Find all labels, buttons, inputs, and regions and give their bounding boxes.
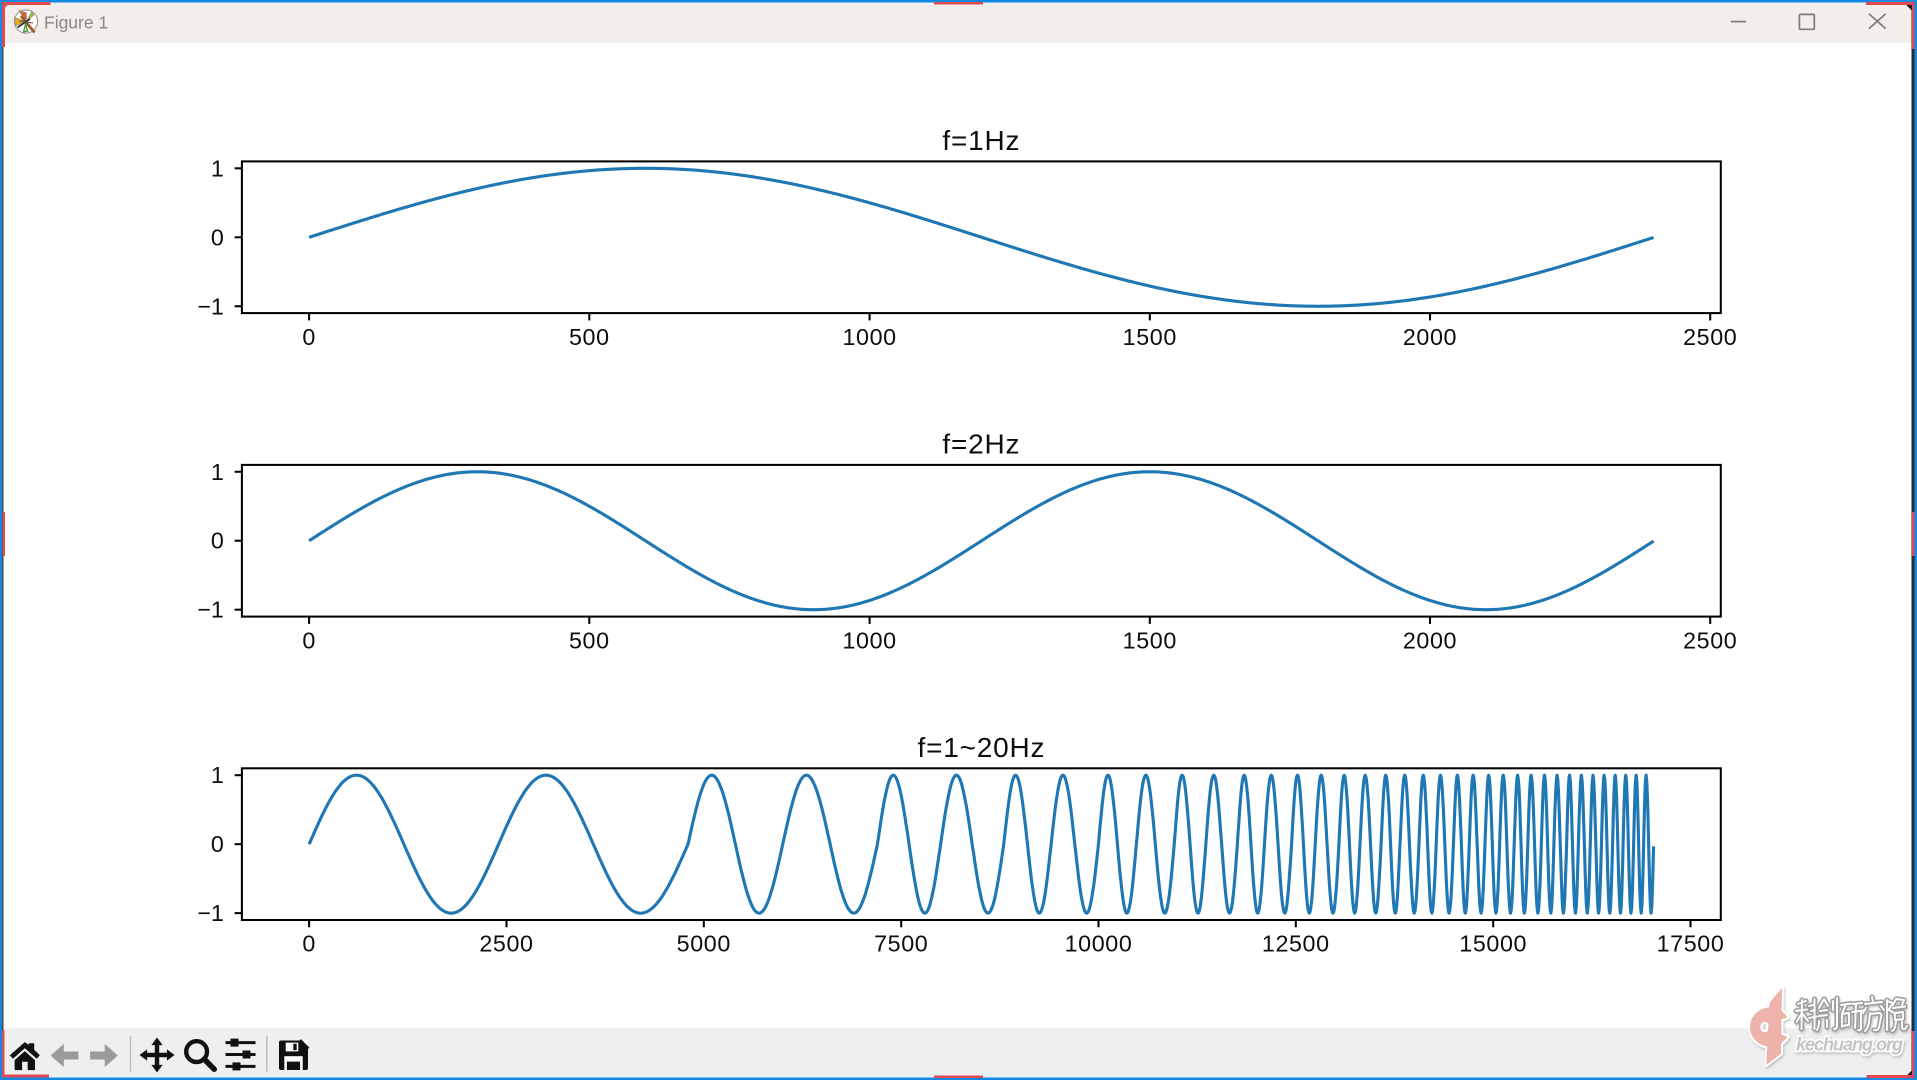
svg-text:1000: 1000 <box>842 627 896 653</box>
svg-text:Figure 1: Figure 1 <box>44 13 108 33</box>
svg-text:2000: 2000 <box>1403 627 1457 653</box>
svg-text:1: 1 <box>211 155 224 181</box>
svg-text:0: 0 <box>211 831 224 857</box>
svg-text:1: 1 <box>211 762 224 788</box>
svg-text:1: 1 <box>211 459 224 485</box>
svg-text:f=1Hz: f=1Hz <box>942 125 1020 156</box>
svg-text:−1: −1 <box>197 900 224 926</box>
svg-text:12500: 12500 <box>1262 931 1330 957</box>
svg-text:17500: 17500 <box>1657 931 1725 957</box>
svg-text:0: 0 <box>302 931 316 957</box>
svg-text:15000: 15000 <box>1459 931 1527 957</box>
svg-text:1500: 1500 <box>1123 324 1177 350</box>
svg-text:1000: 1000 <box>842 324 896 350</box>
svg-text:kechuang.org: kechuang.org <box>1796 1034 1903 1054</box>
svg-text:5000: 5000 <box>677 931 731 957</box>
svg-text:kechuang.org: kechuang.org <box>1796 1034 1903 1054</box>
svg-text:0: 0 <box>302 324 316 350</box>
svg-text:0: 0 <box>211 528 224 554</box>
svg-text:2500: 2500 <box>479 931 533 957</box>
svg-text:10000: 10000 <box>1065 931 1133 957</box>
svg-text:500: 500 <box>569 627 610 653</box>
svg-text:7500: 7500 <box>874 931 928 957</box>
svg-text:1500: 1500 <box>1123 627 1177 653</box>
svg-text:2000: 2000 <box>1403 324 1457 350</box>
svg-text:500: 500 <box>569 324 610 350</box>
svg-text:f=2Hz: f=2Hz <box>942 429 1020 460</box>
svg-text:0: 0 <box>302 627 316 653</box>
svg-text:2500: 2500 <box>1683 324 1737 350</box>
svg-text:−1: −1 <box>197 597 224 623</box>
svg-text:−1: −1 <box>197 293 224 319</box>
svg-text:0: 0 <box>211 224 224 250</box>
svg-text:f=1~20Hz: f=1~20Hz <box>917 732 1045 763</box>
svg-text:2500: 2500 <box>1683 627 1737 653</box>
